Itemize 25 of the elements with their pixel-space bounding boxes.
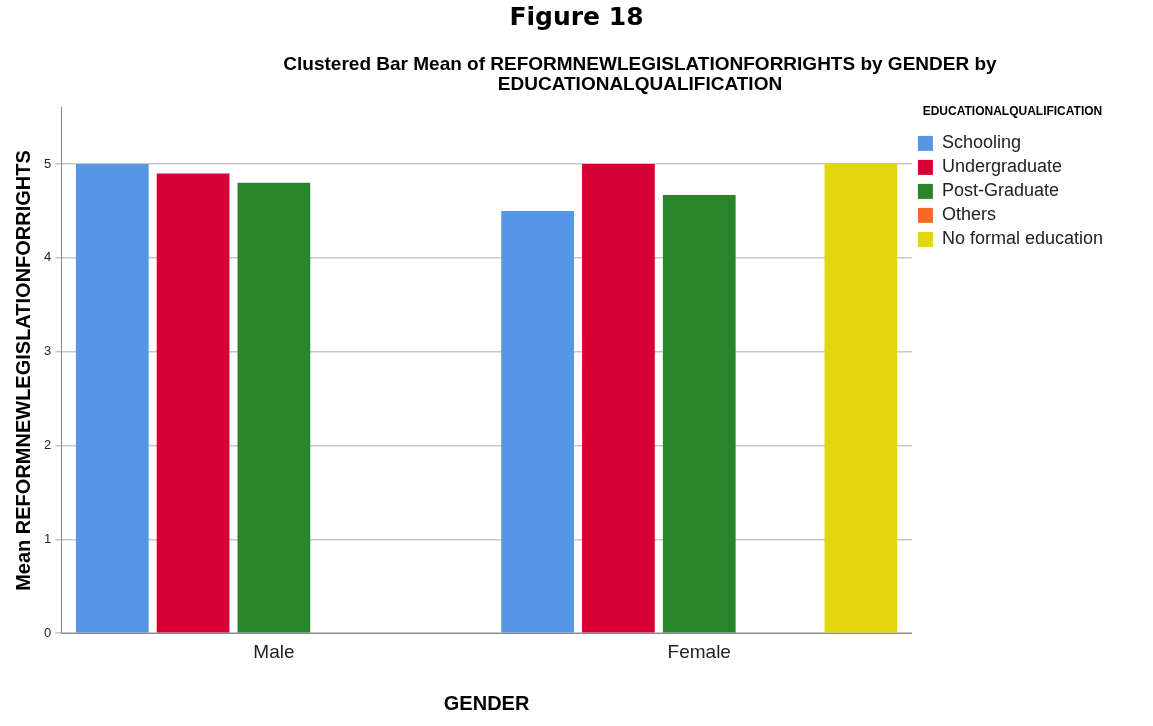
x-tick-label: Female	[667, 640, 731, 662]
legend-label: Undergraduate	[941, 156, 1063, 177]
bar	[582, 164, 655, 633]
x-tick-label: Male	[253, 640, 295, 662]
bar	[75, 164, 149, 633]
legend-label: No formal education	[941, 228, 1104, 249]
legend-label: Schooling	[941, 132, 1021, 153]
chart-subtitle: Clustered Bar Mean of REFORMNEWLEGISLATIONFORRIGHTS by GENDER by EDUCATIONALQUALIFICATION	[282, 53, 998, 94]
legend-title: EDUCATIONALQUALIFICATION	[922, 104, 1103, 119]
y-tick-label: 0	[44, 624, 52, 640]
y-tick-label: 4	[44, 249, 52, 265]
bar	[662, 195, 736, 633]
bar	[824, 164, 898, 633]
chart-title: Figure 18	[508, 2, 645, 31]
y-axis-title: Mean REFORMNEWLEGISLATIONFORRIGHTS	[11, 150, 34, 591]
y-tick-label: 2	[44, 437, 52, 453]
y-tick-label: 1	[44, 530, 52, 546]
bar	[501, 211, 574, 633]
y-tick-label: 3	[44, 343, 52, 359]
legend-label: Post-Graduate	[941, 180, 1059, 201]
legend-label: Others	[941, 204, 996, 225]
x-axis-title: GENDER	[443, 691, 530, 714]
bar	[156, 173, 230, 633]
y-tick-label: 5	[44, 155, 52, 171]
bar	[237, 182, 311, 633]
